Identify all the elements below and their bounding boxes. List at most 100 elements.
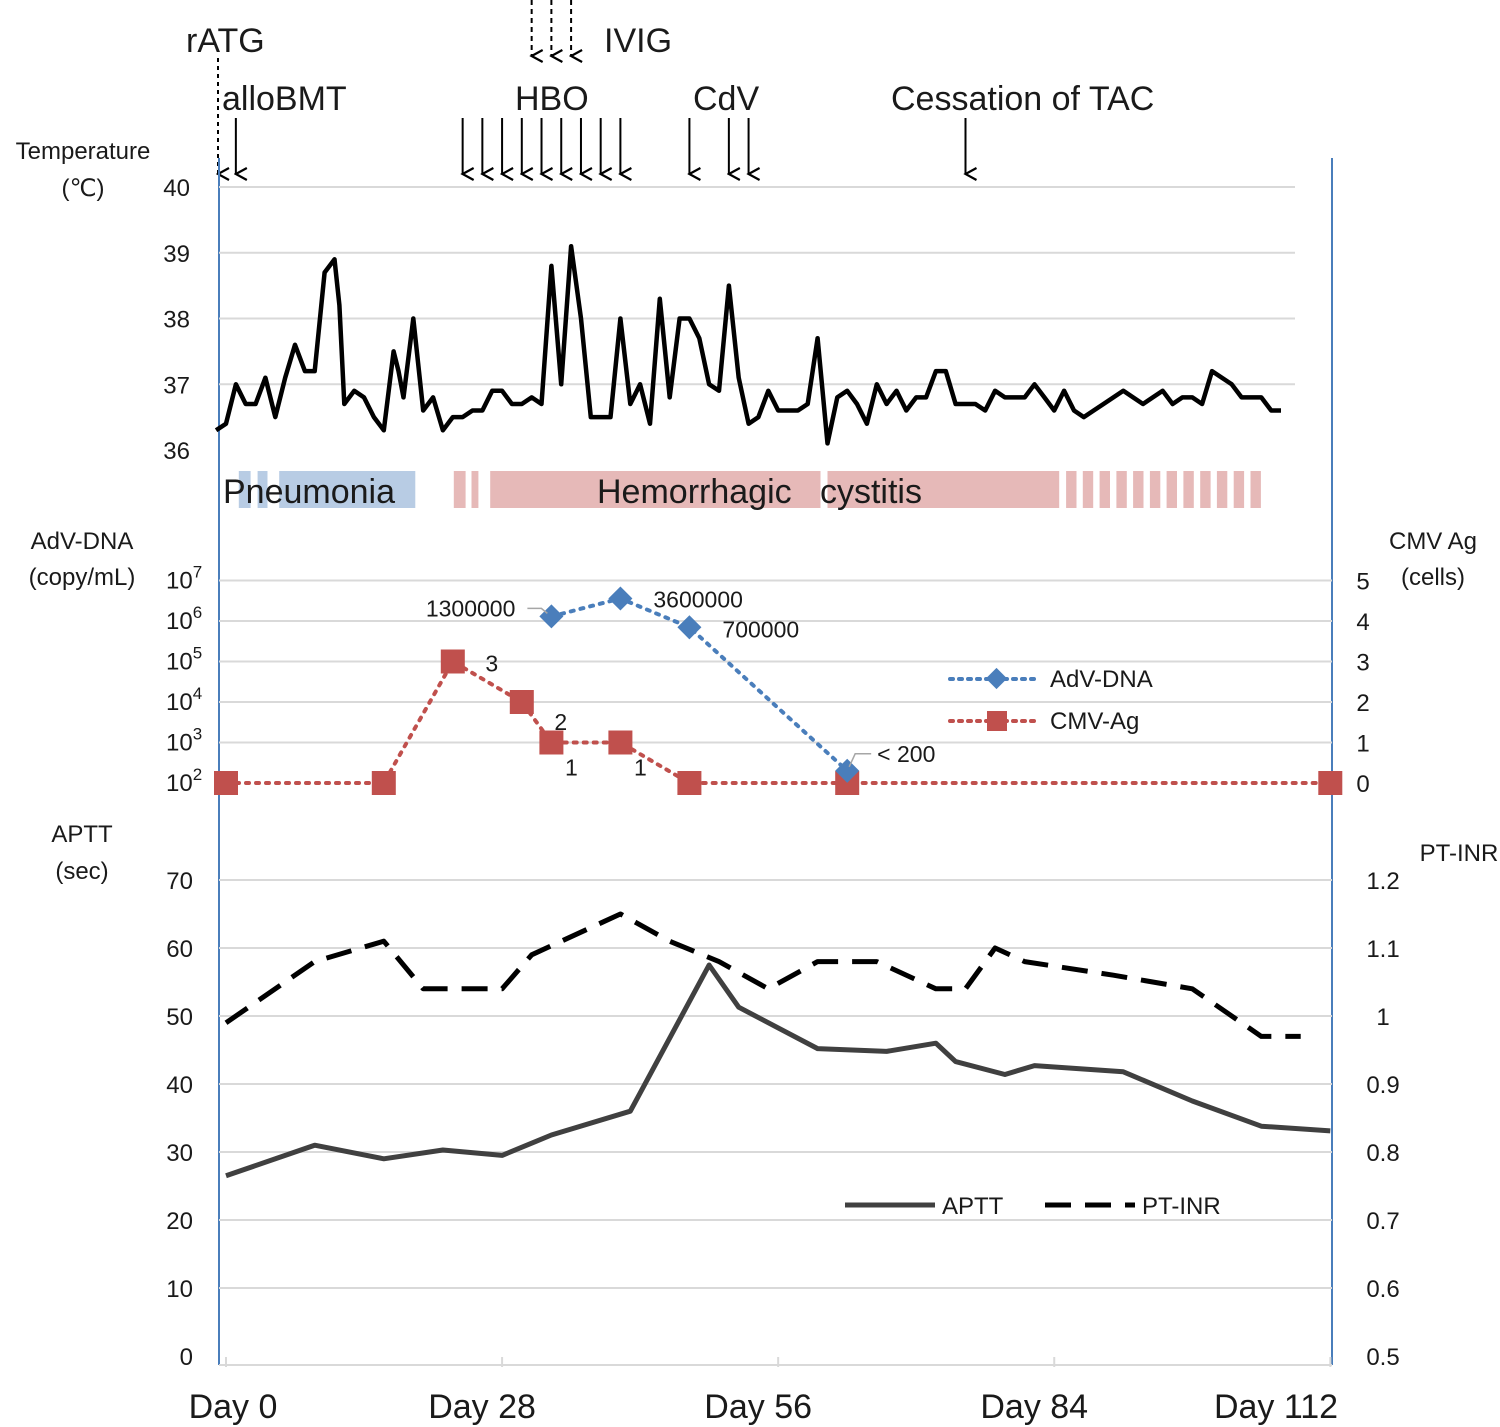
cmv-point — [677, 771, 702, 795]
ptinr-tick: 0.5 — [1366, 1344, 1399, 1371]
cystitis-band-segment — [827, 471, 1060, 508]
temperature-unit: (℃) — [62, 175, 105, 202]
aptt-ylabel: APTT — [51, 821, 113, 848]
ivig-label: IVIG — [604, 22, 672, 60]
cystitis-band-segment — [1116, 471, 1127, 508]
ratg-label: rATG — [186, 22, 265, 60]
cmv-tick: 3 — [1356, 650, 1369, 677]
adv-point — [539, 604, 564, 629]
ptinr-tick: 0.9 — [1366, 1072, 1399, 1099]
cystitis-band-segment — [1082, 471, 1094, 508]
adv-tick: 104 — [166, 684, 202, 716]
cmv-point — [1318, 771, 1343, 795]
pneumonia-label: Pneumonia — [223, 473, 395, 511]
cystitis-band-segment — [1183, 471, 1194, 508]
day-tick-label: Day 84 — [980, 1388, 1088, 1426]
cmv-line — [224, 658, 1333, 785]
cystitis-band-segment — [1166, 471, 1177, 508]
adv-data-label: 3600000 — [653, 586, 743, 612]
cystitis-band-segment — [1099, 471, 1110, 508]
allobmt-label: alloBMT — [222, 80, 347, 118]
day-tick-label: Day 0 — [189, 1388, 278, 1426]
day-tick-label: Day 28 — [428, 1388, 536, 1426]
adv-tick: 103 — [166, 725, 202, 757]
day-tick-labels: Day 0 Day 28 Day 56 Day 84 Day 112 — [189, 1357, 1338, 1426]
temperature-tick: 37 — [163, 372, 190, 399]
adv-tick-labels: 107 106 105 104 103 102 — [166, 563, 202, 798]
pneumonia-band — [238, 471, 416, 508]
adv-leader — [527, 607, 548, 614]
cystitis-band-segment — [490, 471, 821, 508]
adv-point — [608, 586, 633, 611]
aptt-tick: 20 — [166, 1208, 193, 1235]
hbo-arrows — [463, 118, 621, 174]
ptinr-tick: 0.6 — [1366, 1276, 1399, 1303]
cystitis-band-segment — [1233, 471, 1245, 508]
cystitis-band-segment — [1250, 471, 1261, 508]
adv-ylabel: AdV-DNA — [31, 528, 134, 555]
cmv-ylabel: CMV Ag — [1389, 528, 1477, 555]
legend-aptt-label: APTT — [942, 1193, 1004, 1220]
pneumonia-band-segment — [238, 471, 251, 508]
temperature-ylabel: Temperature — [16, 138, 151, 165]
cystitis-band-segment — [453, 471, 466, 508]
cmv-unit: (cells) — [1401, 564, 1465, 591]
ptinr-tick: 1.2 — [1366, 868, 1399, 895]
tac-label: Cessation of TAC — [891, 80, 1154, 118]
cmv-tick: 1 — [1356, 731, 1369, 758]
disease-bands: Pneumonia Hemorrhagic cystitis — [223, 471, 1261, 511]
ptinr-tick: 0.7 — [1366, 1208, 1399, 1235]
virus-panel: AdV-DNA (copy/mL) CMV Ag (cells) 1071061… — [29, 528, 1477, 798]
cmv-tick: 2 — [1356, 690, 1369, 717]
cmv-data-label: 1 — [634, 755, 647, 781]
adv-tick: 107 — [166, 563, 202, 595]
adv-tick: 105 — [166, 644, 202, 676]
cmv-series: 3 2 1 1 — [214, 649, 1343, 795]
aptt-tick: 30 — [166, 1140, 193, 1167]
aptt-tick: 60 — [166, 936, 193, 963]
adv-tick: 102 — [166, 765, 202, 797]
temperature-tick: 40 — [163, 175, 190, 202]
day-tick-label: Day 112 — [1214, 1388, 1338, 1426]
cmv-tick: 5 — [1356, 569, 1369, 596]
pneumonia-band-segment — [257, 471, 268, 508]
cystitis-band-segment — [1066, 471, 1077, 508]
event-annotations: rATG alloBMT IVIG HBO CdV Cessation of T… — [186, 0, 1154, 174]
day-tick-label: Day 56 — [704, 1388, 812, 1426]
cmv-tick: 4 — [1356, 609, 1369, 636]
cystitis-band-segment — [1149, 471, 1161, 508]
cmv-data-label: 3 — [485, 651, 498, 677]
ptinr-tick-labels: 1.2 1.1 1 0.9 0.8 0.7 0.6 0.5 — [1366, 868, 1399, 1371]
adv-data-label: < 200 — [877, 741, 935, 767]
adv-series: 1300000 3600000 700000 < 200 — [426, 586, 935, 783]
ptinr-tick: 1.1 — [1366, 936, 1399, 963]
temperature-line — [214, 243, 1281, 446]
cmv-point — [440, 649, 465, 674]
ptinr-tick: 1 — [1376, 1004, 1389, 1031]
cystitis-band-segment — [1200, 471, 1211, 508]
aptt-tick-labels: 70 60 50 40 30 20 10 0 — [166, 868, 193, 1371]
legend-cmv-label: CMV-Ag — [1050, 708, 1139, 735]
coagulation-panel: APTT (sec) PT-INR 70 60 50 40 30 20 10 0 1.2 1.1… — [51, 821, 1498, 1371]
cmv-point — [509, 690, 534, 714]
adv-data-label: 700000 — [722, 616, 799, 642]
aptt-line — [225, 962, 1331, 1179]
virus-gridlines — [219, 579, 1332, 744]
adv-leader — [848, 753, 872, 768]
legend-ptinr-label: PT-INR — [1142, 1193, 1221, 1220]
cmv-data-label: 1 — [565, 755, 578, 781]
adv-data-label: 1300000 — [426, 595, 516, 621]
aptt-tick: 0 — [180, 1344, 193, 1371]
cystitis-band-segment — [1133, 471, 1144, 508]
hemorrhagic-cystitis-band — [453, 471, 1261, 508]
temperature-panel: Temperature (℃) 40 39 38 37 36 — [16, 138, 1295, 465]
legend-adv-marker — [985, 667, 1008, 690]
cmv-point — [608, 730, 633, 755]
temperature-gridlines — [219, 186, 1295, 386]
single-event-arrows — [236, 118, 966, 174]
ptinr-tick: 0.8 — [1366, 1140, 1399, 1167]
aptt-tick: 40 — [166, 1072, 193, 1099]
cmv-data-label: 2 — [554, 709, 567, 735]
virus-legend: AdV-DNA CMV-Ag — [948, 666, 1153, 735]
